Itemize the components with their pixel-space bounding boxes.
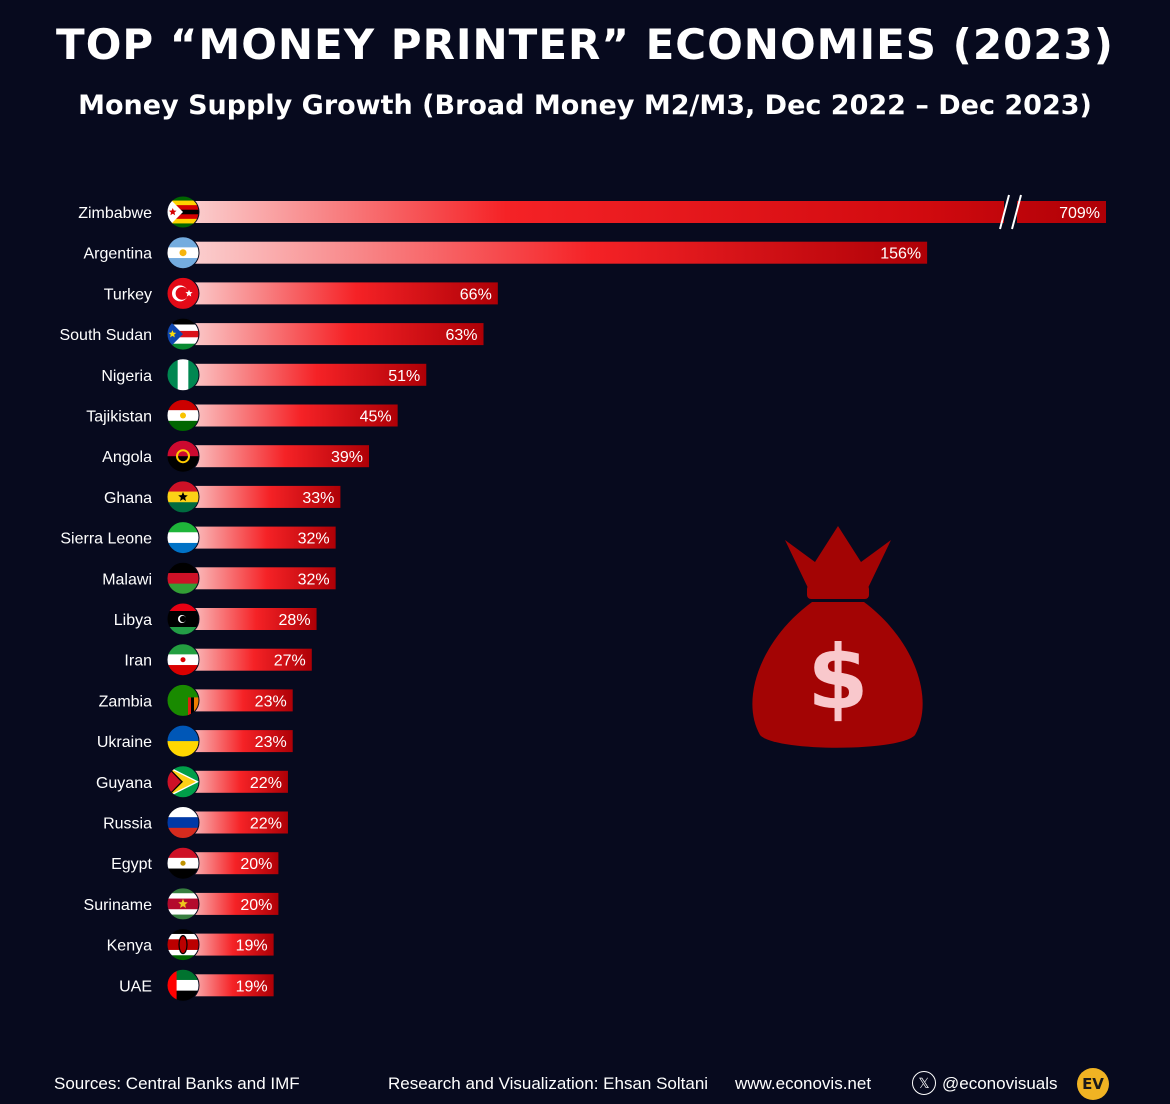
value-label: 20% <box>240 897 272 914</box>
bar-tajikistan <box>183 404 398 427</box>
x-logo-icon[interactable]: 𝕏 <box>912 1071 936 1095</box>
category-label: Nigeria <box>101 368 152 385</box>
bar-uae <box>183 974 274 997</box>
flag-icon-malawi <box>166 561 200 595</box>
value-label: 22% <box>250 816 282 833</box>
flag-icon-iran <box>166 643 200 677</box>
flag-icon-libya <box>166 602 200 636</box>
value-label: 66% <box>460 286 492 303</box>
ev-logo-icon: EV <box>1077 1068 1109 1100</box>
value-label: 709% <box>1059 205 1100 222</box>
category-label: Ukraine <box>97 734 152 751</box>
category-label: Angola <box>102 449 152 466</box>
flag-icon-nigeria <box>166 358 200 392</box>
value-label: 156% <box>880 246 921 263</box>
category-label: South Sudan <box>59 327 152 344</box>
value-label: 33% <box>302 490 334 507</box>
flag-icon-suriname <box>166 887 200 921</box>
value-label: 23% <box>255 734 287 751</box>
flag-icon-ghana <box>166 480 200 514</box>
dollar-symbol: $ <box>807 626 868 729</box>
category-label: Sierra Leone <box>60 531 152 548</box>
bar-kenya <box>183 933 274 956</box>
bar-south-sudan <box>183 323 484 346</box>
bar-angola <box>183 445 370 468</box>
bar-nigeria <box>183 363 427 386</box>
value-label: 63% <box>445 327 477 344</box>
social-handle[interactable]: @econovisuals <box>942 1074 1058 1093</box>
flag-icon-zambia <box>166 683 200 717</box>
bar-sierra-leone <box>183 526 336 549</box>
flag-icon-kenya <box>166 928 200 962</box>
category-label: Zambia <box>99 693 152 710</box>
category-label: Libya <box>114 612 152 629</box>
category-label: Russia <box>103 816 152 833</box>
bar-suriname <box>183 892 279 915</box>
category-label: Argentina <box>84 246 153 263</box>
value-label: 22% <box>250 775 282 792</box>
category-label: Malawi <box>102 571 152 588</box>
bars-group <box>183 194 1106 997</box>
flag-icon-argentina <box>166 236 200 270</box>
value-label: 19% <box>236 938 268 955</box>
chart-subtitle: Money Supply Growth (Broad Money M2/M3, … <box>78 90 1092 121</box>
category-label: UAE <box>119 978 152 995</box>
category-label: Iran <box>124 653 152 670</box>
bar-zimbabwe <box>183 201 1106 223</box>
flag-icon-tajikistan <box>166 399 200 432</box>
value-label: 20% <box>240 856 272 873</box>
category-label: Egypt <box>111 856 152 873</box>
category-label: Tajikistan <box>86 409 152 426</box>
flag-icon-guyana <box>166 765 200 799</box>
flags-group <box>166 195 200 1002</box>
bar-ghana <box>183 485 341 508</box>
axis-break-mark <box>999 194 1022 230</box>
credit-text: Research and Visualization: Ehsan Soltan… <box>388 1074 709 1093</box>
category-label: Kenya <box>107 938 152 955</box>
flag-icon-angola <box>166 439 200 473</box>
bar-argentina <box>183 241 928 264</box>
bar-libya <box>183 608 317 630</box>
flag-icon-south-sudan <box>166 317 200 351</box>
money-bag-icon: $ <box>752 526 923 748</box>
bar-egypt <box>183 852 279 875</box>
bar-iran <box>183 648 312 671</box>
flag-icon-egypt <box>166 846 200 880</box>
flag-icon-ukraine <box>166 724 200 758</box>
labels-group: 709% Zimbabwe 156% Argentina 66% Turkey 63% Sou… <box>59 205 1100 995</box>
footer: Sources: Central Banks and IMF Research … <box>0 1068 1170 1104</box>
flag-icon-sierra-leone <box>166 521 200 555</box>
bar-turkey <box>183 282 498 305</box>
value-label: 27% <box>274 653 306 670</box>
bar-russia <box>183 811 288 834</box>
bar-malawi <box>183 567 336 590</box>
category-label: Zimbabwe <box>78 205 152 222</box>
bar-zambia <box>183 689 293 712</box>
value-label: 28% <box>279 612 311 629</box>
value-label: 19% <box>236 978 268 995</box>
category-label: Suriname <box>84 897 153 914</box>
value-label: 39% <box>331 449 363 466</box>
flag-icon-zimbabwe <box>166 195 200 229</box>
category-label: Guyana <box>96 775 152 792</box>
bar-guyana <box>183 770 288 793</box>
flag-icon-russia <box>166 806 200 839</box>
value-label: 32% <box>298 531 330 548</box>
flag-icon-uae <box>166 968 200 1002</box>
category-label: Ghana <box>104 490 152 507</box>
category-label: Turkey <box>104 286 152 303</box>
value-label: 32% <box>298 571 330 588</box>
website-link[interactable]: www.econovis.net <box>735 1074 872 1093</box>
value-label: 51% <box>388 368 420 385</box>
value-label: 45% <box>360 409 392 426</box>
bar-ukraine <box>183 730 293 753</box>
value-label: 23% <box>255 693 287 710</box>
chart-title: TOP “MONEY PRINTER” ECONOMIES (2023) <box>56 20 1114 69</box>
flag-icon-turkey <box>166 276 200 310</box>
sources-text: Sources: Central Banks and IMF <box>54 1074 300 1093</box>
